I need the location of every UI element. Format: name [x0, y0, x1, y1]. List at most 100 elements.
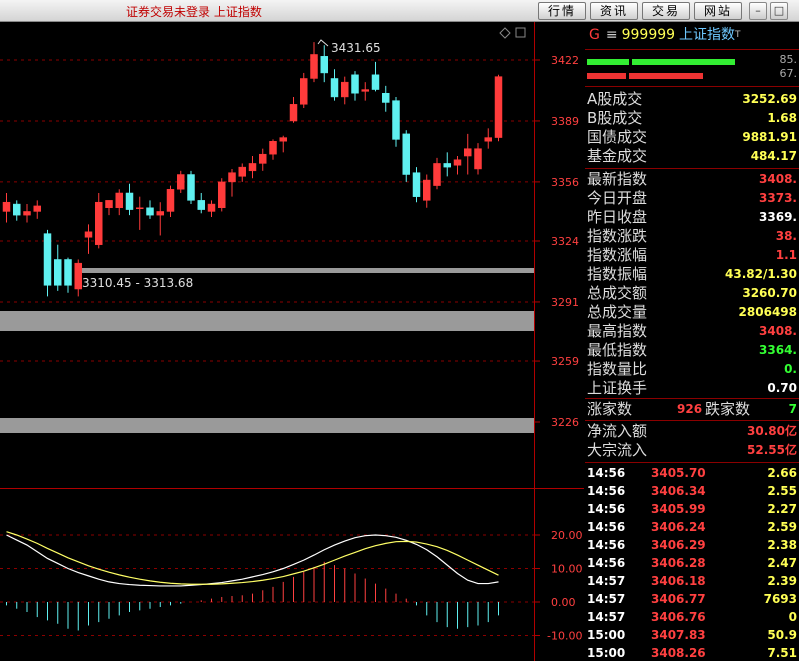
tick-row[interactable]: 14:57 3406.76 0 [585, 608, 799, 626]
breadth-row: 涨家数 926 跌家数 7 [585, 400, 799, 419]
candle [218, 178, 226, 212]
tick-price: 3406.24 [651, 520, 706, 534]
candle [228, 168, 236, 197]
tick-row[interactable]: 15:00 3408.26 7.51 [585, 644, 799, 661]
candle-body [84, 231, 93, 238]
tick-price: 3405.70 [651, 466, 706, 480]
up-count-value: 926 [677, 402, 703, 416]
candle [125, 183, 134, 216]
minimize-icon[interactable]: – [749, 2, 767, 20]
candle [187, 170, 195, 205]
tick-row[interactable]: 14:56 3406.28 2.47 [585, 554, 799, 572]
flow-row-value: 30.80亿 [747, 424, 797, 438]
menu-icon[interactable]: ≡ [605, 27, 618, 43]
index-row-label: 今日开盘 [587, 189, 648, 207]
tick-row[interactable]: 14:57 3406.77 7693 [585, 590, 799, 608]
index-row: 总成交额 3260.70 [585, 284, 799, 303]
tick-time: 14:56 [587, 538, 626, 552]
candle [84, 224, 93, 254]
candle-body [310, 54, 318, 79]
candle-body [166, 189, 175, 212]
price-tick-label: 3324 [551, 235, 579, 248]
candle [361, 82, 369, 101]
candle-body [13, 203, 21, 216]
maximize-icon[interactable]: □ [770, 2, 788, 20]
volume-row-label: A股成交 [587, 90, 643, 108]
tick-volume: 0 [788, 610, 797, 624]
trade-mark: T [735, 30, 741, 40]
gap-band-lower [0, 418, 534, 433]
buy-ratio-bar [587, 59, 629, 65]
volume-row-value: 484.17 [750, 149, 797, 163]
indicator-tick-label: 0.00 [551, 596, 576, 609]
flow-row: 净流入额 30.80亿 [585, 422, 799, 441]
trade-button[interactable]: 交易 [642, 2, 690, 20]
candle-body [423, 179, 431, 201]
chart-settings[interactable] [499, 27, 526, 39]
tick-row[interactable]: 14:56 3406.29 2.38 [585, 536, 799, 554]
candle-body [187, 174, 195, 201]
dea-line [6, 531, 499, 585]
index-row: 今日开盘 3373. [585, 189, 799, 208]
candle [136, 196, 144, 230]
candle-body [54, 259, 62, 286]
candle-body [146, 207, 154, 216]
candle-body [464, 148, 472, 157]
sell-ratio-bar [587, 73, 626, 79]
tick-time: 14:57 [587, 610, 626, 624]
indicator-tick-label: -10.00 [547, 630, 582, 643]
tick-row[interactable]: 14:56 3406.34 2.55 [585, 482, 799, 500]
candle-body [177, 174, 185, 190]
flow-row-value: 52.55亿 [747, 443, 797, 457]
tick-row[interactable]: 14:56 3406.24 2.59 [585, 518, 799, 536]
tick-row[interactable]: 14:56 3405.70 2.66 [585, 464, 799, 482]
candle [64, 257, 72, 293]
divider [585, 420, 799, 421]
tick-time: 14:56 [587, 502, 626, 516]
tick-row[interactable]: 14:57 3406.18 2.39 [585, 572, 799, 590]
candle-body [402, 133, 410, 175]
index-row-value: 3408. [759, 172, 797, 186]
quotes-button[interactable]: 行情 [538, 2, 586, 20]
candle [2, 192, 11, 223]
tick-volume: 2.27 [767, 502, 797, 516]
candle-body [2, 201, 11, 212]
tick-price: 3408.26 [651, 646, 706, 660]
index-row: 总成交量 2806498 [585, 303, 799, 322]
tick-volume: 2.55 [767, 484, 797, 498]
tick-time: 14:56 [587, 520, 626, 534]
down-count-value: 7 [788, 402, 797, 416]
tick-price: 3406.76 [651, 610, 706, 624]
up-count-label: 涨家数 [587, 400, 633, 418]
index-row: 最低指数 3364. [585, 341, 799, 360]
volume-row-value: 9881.91 [742, 130, 797, 144]
candle [402, 130, 410, 182]
news-button[interactable]: 资讯 [590, 2, 638, 20]
window-title: 证券交易未登录 上证指数 [126, 5, 262, 19]
candle-body [197, 200, 205, 210]
price-tick-label: 3389 [551, 115, 579, 128]
chart-frame [0, 22, 584, 661]
volume-row: A股成交 3252.69 [585, 90, 799, 109]
tick-volume: 50.9 [767, 628, 797, 642]
website-button[interactable]: 网站 [694, 2, 742, 20]
candle-body [238, 166, 246, 177]
high-annotation: 3431.65 [331, 41, 381, 55]
tick-row[interactable]: 14:56 3405.99 2.27 [585, 500, 799, 518]
tick-row[interactable]: 15:00 3407.83 50.9 [585, 626, 799, 644]
stock-name: 上证指数 [679, 27, 736, 43]
tick-price: 3405.99 [651, 502, 706, 516]
candle-body [443, 163, 451, 168]
kline-chart[interactable]: 3422 3389 3356 3324 3291 3259 3226 3431.65 331… [0, 22, 584, 661]
index-row: 最高指数 3408. [585, 322, 799, 341]
diamond-icon[interactable] [499, 27, 511, 39]
candle [156, 202, 164, 236]
sell-ratio-value: 67. [779, 67, 798, 80]
window-icon[interactable] [515, 27, 526, 38]
candle [238, 163, 246, 182]
index-row: 指数量比 0. [585, 360, 799, 379]
index-row-label: 最高指数 [587, 322, 648, 340]
index-row: 最新指数 3408. [585, 170, 799, 189]
divider [585, 49, 799, 50]
tick-volume: 7.51 [767, 646, 797, 660]
